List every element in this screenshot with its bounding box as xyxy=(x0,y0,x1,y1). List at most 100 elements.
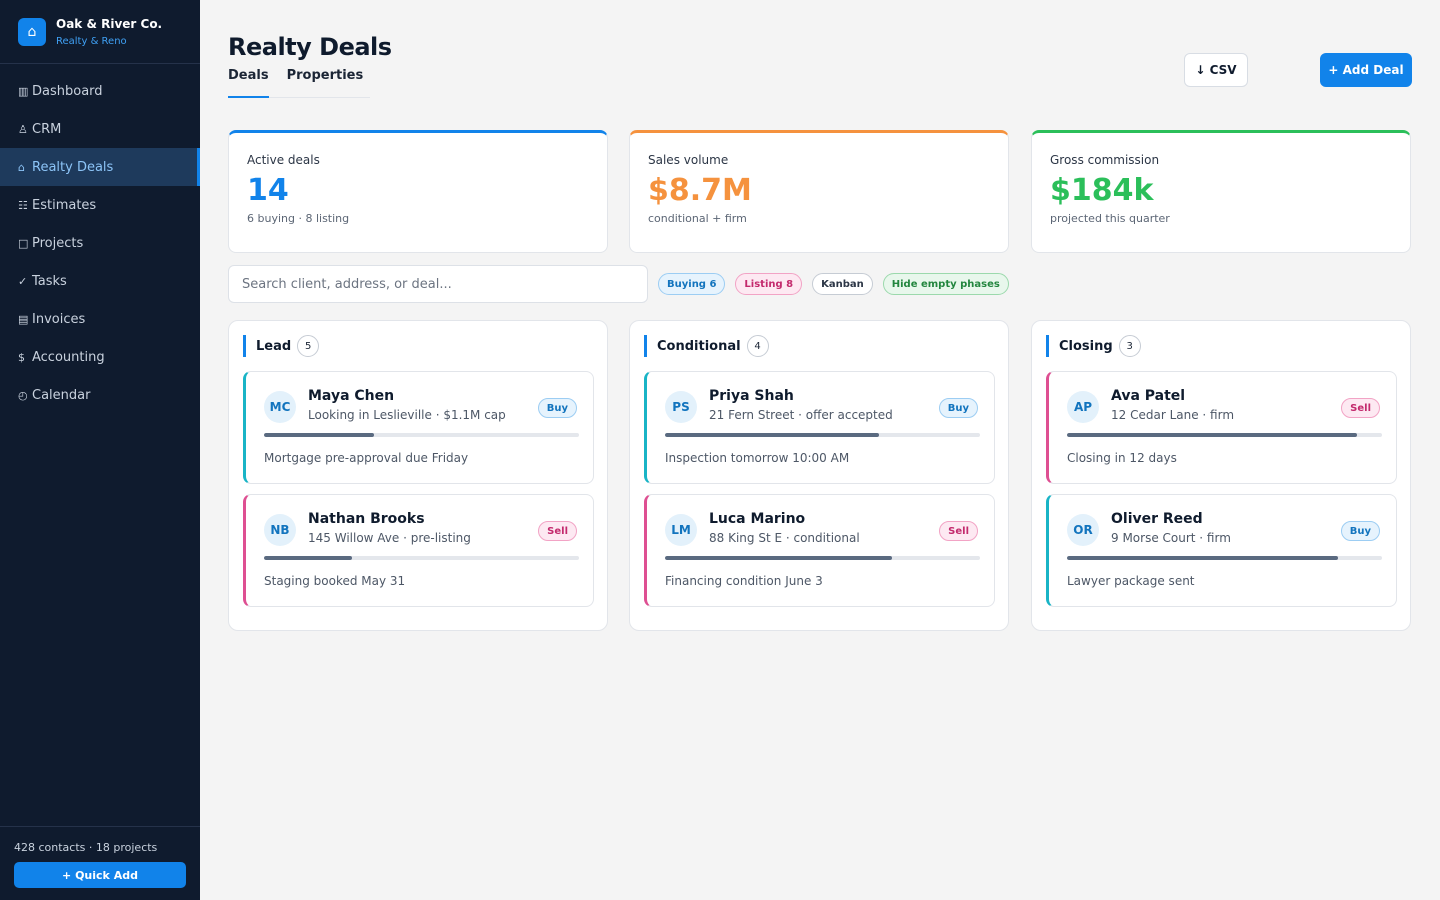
deal-type-badge: Sell xyxy=(1341,398,1380,418)
deal-card-list: PS Priya Shah 21 Fern Street · offer accep… xyxy=(644,371,995,607)
deal-note: Staging booked May 31 xyxy=(264,574,406,588)
sidebar-item-crm[interactable]: ♙ CRM xyxy=(0,110,200,148)
realty-deals-icon: ⌂ xyxy=(18,160,25,174)
deal-note: Mortgage pre-approval due Friday xyxy=(264,451,469,465)
kpi-label: Gross commission xyxy=(1050,153,1160,167)
deal-card[interactable]: NB Nathan Brooks 145 Willow Ave · pre-list… xyxy=(243,494,594,607)
search-input[interactable] xyxy=(228,265,648,303)
sidebar-footer: 428 contacts · 18 projects + Quick Add xyxy=(0,826,200,900)
avatar: OR xyxy=(1067,514,1099,546)
brand-subtitle: Realty & Reno xyxy=(56,35,127,47)
sidebar-nav: ▥ Dashboard ♙ CRM ⌂ Realty Deals ☷ Estimates □ Pr… xyxy=(0,64,200,414)
avatar: LM xyxy=(665,514,697,546)
deal-progress-fill xyxy=(264,433,375,437)
avatar: MC xyxy=(264,391,296,423)
sidebar-item-tasks[interactable]: ✓ Tasks xyxy=(0,262,200,300)
sidebar: ⌂ Oak & River Co. Realty & Reno ▥ Dashboa… xyxy=(0,0,200,900)
sidebar-item-dashboard[interactable]: ▥ Dashboard xyxy=(0,72,200,110)
column-title: Conditional xyxy=(657,338,741,354)
deal-card-header: NB Nathan Brooks 145 Willow Ave · pre-list… xyxy=(264,511,577,546)
deal-card[interactable]: OR Oliver Reed 9 Morse Court · firm Buy Lawy… xyxy=(1046,494,1397,607)
column-header: Lead 5 xyxy=(243,335,593,357)
filter-chips: Buying 6 Listing 8 Kanban Hide empty phases xyxy=(658,273,1019,295)
deal-card-info: Ava Patel 12 Cedar Lane · firm xyxy=(1111,388,1341,422)
deal-progress-bar xyxy=(665,556,980,560)
quick-add-button[interactable]: + Quick Add xyxy=(14,862,186,888)
page-title: Realty Deals xyxy=(228,33,392,61)
brand-text: Oak & River Co. Realty & Reno xyxy=(56,17,162,47)
deal-type-badge: Sell xyxy=(538,521,577,541)
deal-card[interactable]: AP Ava Patel 12 Cedar Lane · firm Sell Closi… xyxy=(1046,371,1397,484)
sidebar-item-accounting[interactable]: $ Accounting xyxy=(0,338,200,376)
deal-progress-bar xyxy=(1067,556,1382,560)
deal-card-info: Luca Marino 88 King St E · conditional xyxy=(709,511,939,545)
sidebar-item-estimates[interactable]: ☷ Estimates xyxy=(0,186,200,224)
sidebar-item-label: Invoices xyxy=(32,311,86,327)
deal-note: Closing in 12 days xyxy=(1067,451,1177,465)
filter-chip-kanban[interactable]: Kanban xyxy=(812,273,873,295)
kpi-value: $184k xyxy=(1050,173,1154,208)
filter-chip-hide[interactable]: Hide empty phases xyxy=(882,273,1009,295)
column-title: Closing xyxy=(1059,338,1113,354)
sidebar-item-label: Projects xyxy=(32,235,84,251)
column-count-badge: 5 xyxy=(297,335,320,357)
deal-progress-fill xyxy=(665,556,892,560)
deal-type-badge: Buy xyxy=(1340,521,1380,541)
deal-card[interactable]: PS Priya Shah 21 Fern Street · offer accep… xyxy=(644,371,995,484)
sidebar-item-calendar[interactable]: ◴ Calendar xyxy=(0,376,200,414)
client-name: Ava Patel xyxy=(1111,388,1186,404)
deal-card-info: Maya Chen Looking in Leslieville · $1.1M … xyxy=(308,388,538,422)
client-name: Maya Chen xyxy=(308,388,395,404)
deal-card-header: LM Luca Marino 88 King St E · conditional S… xyxy=(665,511,978,546)
deal-card-info: Oliver Reed 9 Morse Court · firm xyxy=(1111,511,1341,545)
sidebar-item-invoices[interactable]: ▤ Invoices xyxy=(0,300,200,338)
tab-deals[interactable]: Deals xyxy=(228,68,269,98)
kpi-sales-volume: Sales volume $8.7M conditional + firm xyxy=(629,130,1009,253)
kanban-column-closing: Closing 3 AP Ava Patel 12 Cedar Lane · firm S… xyxy=(1031,320,1411,631)
deal-progress-fill xyxy=(665,433,880,437)
deal-card-info: Nathan Brooks 145 Willow Ave · pre-listin… xyxy=(308,511,538,545)
kpi-subtext: projected this quarter xyxy=(1050,212,1170,225)
avatar: PS xyxy=(665,391,697,423)
client-name: Priya Shah xyxy=(709,388,794,404)
deal-card-list: MC Maya Chen Looking in Leslieville · $1.1… xyxy=(243,371,594,607)
deal-detail: 9 Morse Court · firm xyxy=(1111,531,1231,545)
brand-name: Oak & River Co. xyxy=(56,16,163,31)
sidebar-item-label: CRM xyxy=(32,121,62,137)
invoices-icon: ▤ xyxy=(18,312,29,326)
deal-card-header: MC Maya Chen Looking in Leslieville · $1.1… xyxy=(264,388,577,423)
brand[interactable]: ⌂ Oak & River Co. Realty & Reno xyxy=(0,0,200,64)
filter-chip-list[interactable]: Listing 8 xyxy=(735,273,803,295)
add-deal-button[interactable]: + Add Deal xyxy=(1320,53,1412,87)
avatar: AP xyxy=(1067,391,1099,423)
column-header: Conditional 4 xyxy=(644,335,994,357)
deal-card-info: Priya Shah 21 Fern Street · offer accepte… xyxy=(709,388,939,422)
column-header: Closing 3 xyxy=(1046,335,1396,357)
tasks-icon: ✓ xyxy=(18,274,28,288)
deal-card[interactable]: LM Luca Marino 88 King St E · conditional S… xyxy=(644,494,995,607)
kpi-label: Sales volume xyxy=(648,153,729,167)
filter-chip-buy[interactable]: Buying 6 xyxy=(658,273,726,295)
estimates-icon: ☷ xyxy=(18,198,28,212)
deal-progress-fill xyxy=(1067,556,1338,560)
deal-card[interactable]: MC Maya Chen Looking in Leslieville · $1.1… xyxy=(243,371,594,484)
projects-icon: □ xyxy=(18,236,29,250)
avatar: NB xyxy=(264,514,296,546)
kpi-active-deals: Active deals 14 6 buying · 8 listing xyxy=(228,130,608,253)
export-csv-button[interactable]: ↓ CSV xyxy=(1184,53,1248,87)
sidebar-item-realty-deals[interactable]: ⌂ Realty Deals xyxy=(0,148,200,186)
kpi-label: Active deals xyxy=(247,153,320,167)
accounting-icon: $ xyxy=(18,350,25,364)
sidebar-item-label: Realty Deals xyxy=(32,159,114,175)
deal-card-header: PS Priya Shah 21 Fern Street · offer accep… xyxy=(665,388,978,423)
deal-progress-bar xyxy=(264,433,579,437)
crm-icon: ♙ xyxy=(18,122,28,136)
kpi-subtext: conditional + firm xyxy=(648,212,747,225)
tabs: Deals Properties xyxy=(228,68,370,98)
sidebar-item-projects[interactable]: □ Projects xyxy=(0,224,200,262)
tab-properties[interactable]: Properties xyxy=(286,68,364,83)
deal-type-badge: Buy xyxy=(537,398,577,418)
deal-progress-fill xyxy=(264,556,353,560)
column-count-badge: 4 xyxy=(746,335,769,357)
deal-detail: 21 Fern Street · offer accepted xyxy=(709,408,893,422)
